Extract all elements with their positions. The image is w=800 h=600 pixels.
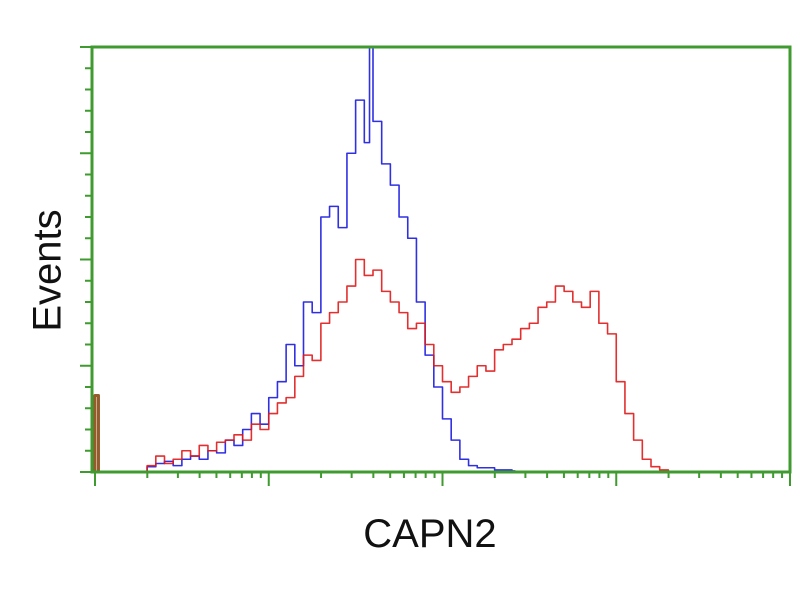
axis-ticks [80,46,791,486]
histogram-series-2 [146,258,672,473]
histogram-series-1 [146,46,516,472]
plot-frame [90,45,792,474]
x-axis-label: CAPN2 [363,512,497,556]
histogram-series-3 [93,394,102,474]
y-axis-label: Events [25,209,70,332]
histogram-traces [93,46,672,474]
